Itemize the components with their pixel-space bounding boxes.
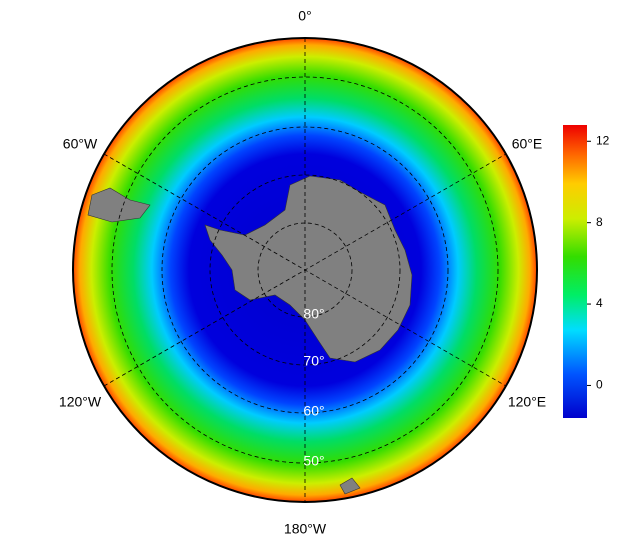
new-zealand <box>339 477 361 495</box>
colorbar-tick-label: 4 <box>596 296 603 310</box>
longitude-label: 180°W <box>284 521 327 537</box>
colorbar-tick-label: 8 <box>596 215 603 229</box>
colorbar-tick-label: 12 <box>596 133 610 147</box>
graticule <box>103 38 507 502</box>
longitude-label: 60°W <box>63 136 98 152</box>
longitude-label: 120°W <box>59 394 102 410</box>
latitude-label: 50° <box>303 453 324 469</box>
latitude-label: 70° <box>303 353 324 369</box>
colorbar <box>563 125 587 418</box>
latitude-label: 60° <box>303 403 324 419</box>
latitude-label: 80° <box>303 306 324 322</box>
antarctica <box>204 175 413 363</box>
longitude-label: 60°E <box>512 136 543 152</box>
longitude-label: 0° <box>298 8 311 24</box>
south-america <box>87 187 151 223</box>
colorbar-tick-label: 0 <box>596 378 603 392</box>
longitude-label: 120°E <box>508 394 546 410</box>
